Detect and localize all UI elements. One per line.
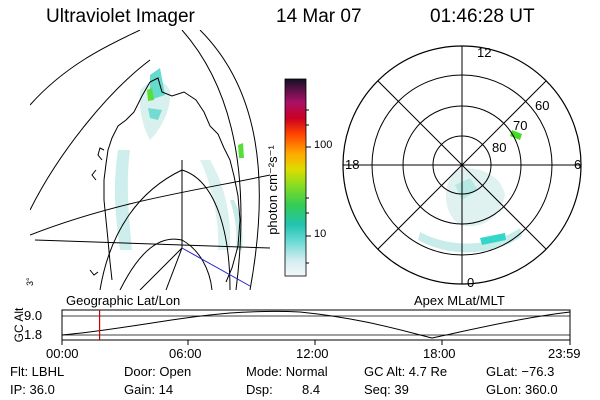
mlat-label-60: 60 — [535, 98, 550, 113]
mlt-label-18: 18 — [345, 157, 360, 172]
mlt-label-12: 12 — [477, 45, 492, 60]
info-seq: Seq: 39 — [364, 382, 409, 397]
geographic-map — [30, 30, 270, 290]
strip-y-min: 1.8 — [24, 327, 43, 342]
altitude-strip-chart — [61, 309, 571, 345]
instrument-title: Ultraviolet Imager — [46, 6, 195, 27]
polar-plot — [342, 45, 582, 285]
coastline — [103, 77, 241, 283]
info-door: Door: Open — [124, 364, 192, 379]
info-flt: Flt: LBHL — [10, 364, 65, 379]
color-scale-bar — [284, 78, 307, 277]
info-glon: GLon: 360.0 — [486, 382, 558, 397]
info-dsp-label: Dsp: — [246, 382, 273, 397]
coastline-detail — [89, 147, 105, 276]
info-ip: IP: 36.0 — [10, 382, 55, 397]
map-corner-label: 3° — [25, 277, 35, 286]
polar-aurora — [418, 130, 522, 253]
terminator-line — [181, 247, 251, 287]
strip-right-caption: Apex MLat/MLT — [414, 293, 505, 308]
colorbar-tick-10: 10 — [314, 228, 327, 240]
mlat-label-80: 80 — [492, 140, 507, 155]
map-aurora-glow — [114, 68, 244, 250]
info-glat: GLat: −76.3 — [486, 364, 555, 379]
strip-left-caption: Geographic Lat/Lon — [66, 293, 181, 308]
time-tick-2359: 23:59 — [548, 346, 581, 361]
info-gain: Gain: 14 — [124, 382, 174, 397]
time-tick-0600: 06:00 — [169, 346, 202, 361]
mlt-label-0: 0 — [467, 275, 475, 290]
strip-y-max: 9.0 — [24, 308, 43, 323]
mlt-label-6: 6 — [574, 157, 582, 172]
colorbar-tick-100: 100 — [314, 139, 333, 151]
time-tick-1200: 12:00 — [296, 346, 329, 361]
mlat-label-70: 70 — [513, 118, 528, 133]
time-label: 01:46:28 UT — [430, 6, 535, 27]
date-label: 14 Mar 07 — [276, 6, 362, 27]
color-scale-ticks — [306, 109, 311, 264]
time-tick-0000: 00:00 — [46, 346, 79, 361]
map-grid — [30, 30, 270, 290]
altitude-curve — [61, 310, 571, 339]
colorbar-unit-label: photon cm⁻²s⁻¹ — [265, 145, 280, 235]
info-dsp-value: 8.4 — [302, 382, 321, 397]
info-gc-alt: GC Alt: 4.7 Re — [364, 364, 448, 379]
info-mode: Mode: Normal — [246, 364, 328, 379]
time-tick-1800: 18:00 — [423, 346, 456, 361]
